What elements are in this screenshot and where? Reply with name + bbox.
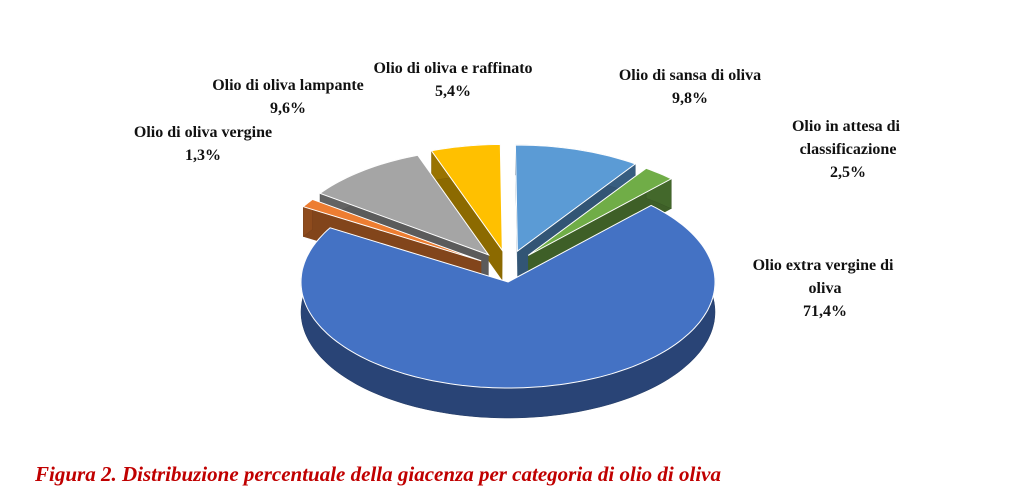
value-label: 5,4% [435, 83, 471, 100]
value-label: 2,5% [830, 164, 866, 181]
slice-top [527, 167, 673, 256]
slice-top [430, 143, 503, 253]
category-label: Olio di oliva vergine [134, 124, 272, 141]
value-label: 9,8% [672, 90, 708, 107]
chart-title: Figura 2. Distribuzione percentuale dell… [34, 462, 721, 486]
value-label: 9,6% [270, 100, 306, 117]
slice-top [300, 204, 716, 389]
category-label: Olio di oliva e raffinato [373, 60, 532, 77]
slice-top [514, 144, 637, 253]
value-label: 71,4% [803, 303, 847, 320]
value-label: 1,3% [185, 147, 221, 164]
slice-top [302, 198, 482, 262]
category-label: Olio in attesa di classificazione [792, 118, 904, 158]
slice-top [318, 154, 490, 256]
slice [300, 204, 716, 419]
category-label: Olio extra vergine di oliva [753, 257, 898, 297]
slice [430, 143, 503, 281]
slice-wall [431, 150, 503, 281]
category-label: Olio di sansa di oliva [619, 67, 761, 84]
category-label: Olio di oliva lampante [212, 77, 364, 94]
